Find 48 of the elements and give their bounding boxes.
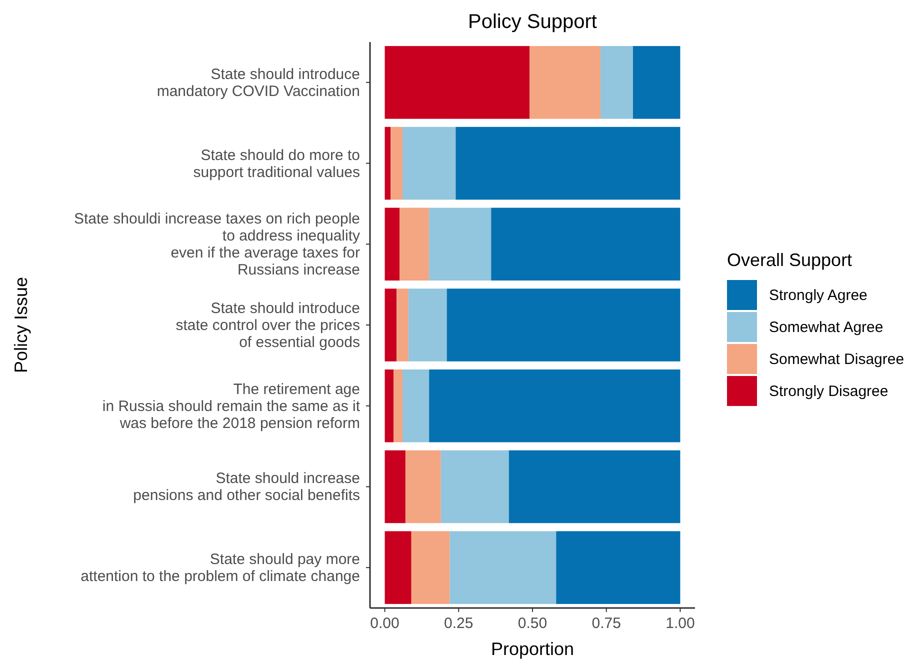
- bar: [402, 126, 456, 200]
- bar: [384, 450, 406, 524]
- bar: [429, 208, 492, 281]
- bar: [446, 288, 680, 362]
- bar: [394, 369, 402, 442]
- y-tick-label: The retirement age in Russia should remain the same as it was before the 2018 pension reform: [102, 380, 361, 432]
- bar: [530, 46, 600, 119]
- x-axis-title: Proportion: [490, 639, 574, 659]
- bar: [405, 450, 441, 524]
- bar: [429, 369, 680, 442]
- legend-title: Overall Support: [727, 250, 852, 270]
- x-tick-label: 0.75: [592, 615, 621, 632]
- bar: [450, 531, 556, 604]
- bar: [632, 46, 680, 119]
- bar: [384, 531, 412, 604]
- y-tick-label: State should increase pensions and other social benefits: [133, 470, 360, 504]
- bar: [396, 288, 408, 362]
- y-axis-title: Policy Issue: [11, 276, 31, 374]
- bar: [440, 450, 509, 524]
- legend-label: Strongly Disagree: [769, 383, 888, 400]
- bar: [508, 450, 680, 524]
- x-tick-label: 0.25: [444, 615, 474, 632]
- x-tick-label: 1.00: [666, 615, 695, 632]
- bar: [384, 208, 400, 281]
- x-tick-label: 0.00: [370, 615, 400, 632]
- bar: [390, 126, 402, 200]
- bar: [400, 208, 430, 281]
- bar: [384, 126, 391, 200]
- y-tick-label: State should introduce mandatory COVID Vaccination: [156, 66, 360, 100]
- legend-label: Somewhat Agree: [769, 319, 884, 336]
- legend-label: Somewhat Disagree: [769, 351, 904, 368]
- bar: [402, 369, 430, 442]
- bar: [384, 46, 530, 119]
- bar: [600, 46, 633, 119]
- bar: [456, 126, 680, 200]
- x-tick-label: 0.50: [518, 615, 548, 632]
- y-tick-label: State should do more to support traditional values: [193, 146, 360, 181]
- bar: [556, 531, 680, 604]
- y-tick-label: State should introduce state control over the prices of essential goods: [176, 300, 360, 351]
- bar: [411, 531, 450, 604]
- bar: [491, 208, 680, 281]
- chart-title: Policy Support: [468, 11, 598, 33]
- y-tick-label: State shouldi increase taxes on rich people to address inequality even if the average taxes for Russians increase: [74, 210, 360, 279]
- legend-label: Strongly Agree: [769, 287, 868, 304]
- bar: [408, 288, 447, 362]
- bar: [384, 369, 394, 442]
- bar: [384, 288, 397, 362]
- y-tick-label: State should pay more attention to the problem of climate change: [80, 551, 360, 586]
